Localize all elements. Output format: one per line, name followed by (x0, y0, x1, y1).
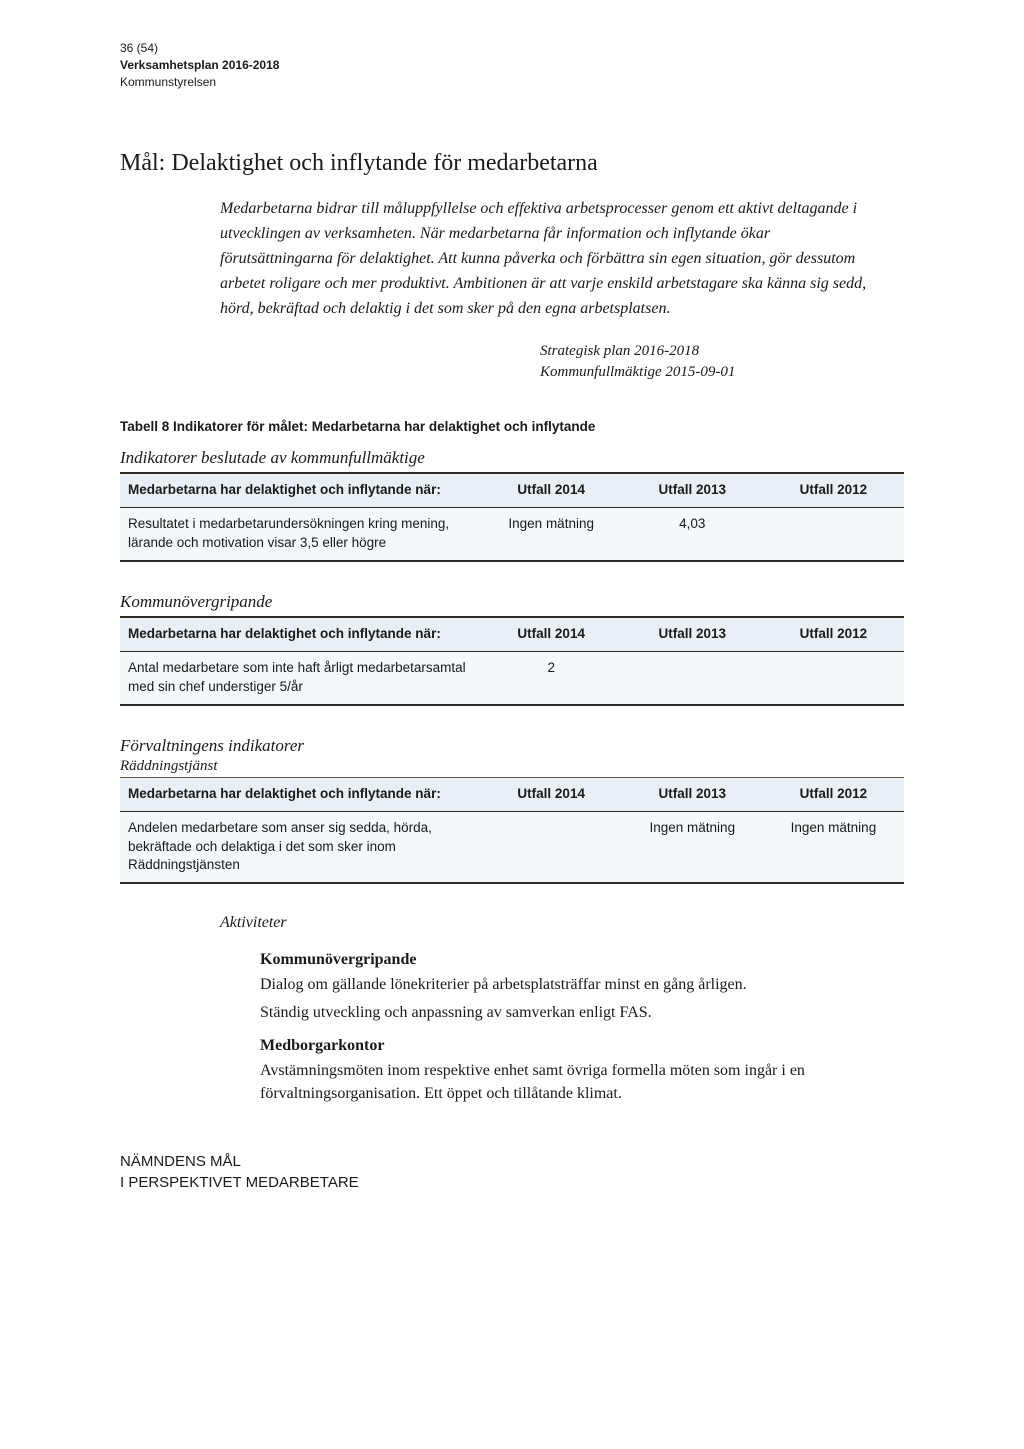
table-header-row: Medarbetarna har delaktighet och inflyta… (120, 618, 904, 651)
footer-line2: I PERSPEKTIVET MEDARBETARE (120, 1172, 904, 1193)
col-indicator: Medarbetarna har delaktighet och inflyta… (120, 778, 481, 811)
footer-line1: NÄMNDENS MÅL (120, 1151, 904, 1172)
table-row: Andelen medarbetare som anser sig sedda,… (120, 811, 904, 882)
plan-reference: Strategisk plan 2016-2018 Kommunfullmäkt… (540, 341, 904, 383)
cell-2013: Ingen mätning (622, 811, 763, 882)
col-2012: Utfall 2012 (763, 618, 904, 651)
cell-2014: 2 (481, 651, 622, 703)
col-2014: Utfall 2014 (481, 618, 622, 651)
col-2014: Utfall 2014 (481, 474, 622, 507)
akt-komm-p1: Dialog om gällande lönekriterier på arbe… (260, 973, 844, 996)
table-fi: Medarbetarna har delaktighet och inflyta… (120, 778, 904, 885)
col-2013: Utfall 2013 (622, 778, 763, 811)
section-fi-heading: Förvaltningens indikatorer (120, 736, 904, 756)
cell-indicator: Antal medarbetare som inte haft årligt m… (120, 651, 481, 703)
section-fi-sub: Räddningstjänst (120, 758, 904, 778)
plan-ref-line1: Strategisk plan 2016-2018 (540, 341, 904, 362)
section-kf-heading: Indikatorer beslutade av kommunfullmäkti… (120, 448, 904, 468)
col-indicator: Medarbetarna har delaktighet och inflyta… (120, 474, 481, 507)
cell-2012: Ingen mätning (763, 811, 904, 882)
cell-2013: 4,03 (622, 508, 763, 560)
table-kf: Medarbetarna har delaktighet och inflyta… (120, 472, 904, 562)
cell-2013 (622, 651, 763, 703)
doc-title: Verksamhetsplan 2016-2018 (120, 57, 904, 74)
cell-2012 (763, 651, 904, 703)
page-number: 36 (54) (120, 40, 904, 57)
org-name: Kommunstyrelsen (120, 74, 904, 91)
plan-ref-line2: Kommunfullmäktige 2015-09-01 (540, 362, 904, 383)
col-2012: Utfall 2012 (763, 474, 904, 507)
table-row: Antal medarbetare som inte haft årligt m… (120, 651, 904, 703)
akt-medb-heading: Medborgarkontor (260, 1034, 844, 1057)
aktiviteter-heading: Aktiviteter (220, 914, 904, 932)
table-row: Resultatet i medarbetarundersökningen kr… (120, 508, 904, 560)
page-header: 36 (54) Verksamhetsplan 2016-2018 Kommun… (120, 40, 904, 90)
akt-komm-heading: Kommunövergripande (260, 948, 844, 971)
col-2013: Utfall 2013 (622, 474, 763, 507)
footer-heading: NÄMNDENS MÅL I PERSPEKTIVET MEDARBETARE (120, 1151, 904, 1193)
cell-2014 (481, 811, 622, 882)
col-indicator: Medarbetarna har delaktighet och inflyta… (120, 618, 481, 651)
akt-komm-p2: Ständig utveckling och anpassning av sam… (260, 1001, 844, 1024)
table-header-row: Medarbetarna har delaktighet och inflyta… (120, 474, 904, 507)
cell-2012 (763, 508, 904, 560)
intro-paragraph: Medarbetarna bidrar till måluppfyllelse … (220, 197, 874, 321)
col-2012: Utfall 2012 (763, 778, 904, 811)
aktiviteter-block: Kommunövergripande Dialog om gällande lö… (260, 948, 844, 1105)
table-caption: Tabell 8 Indikatorer för målet: Medarbet… (120, 419, 904, 434)
col-2013: Utfall 2013 (622, 618, 763, 651)
cell-indicator: Andelen medarbetare som anser sig sedda,… (120, 811, 481, 882)
col-2014: Utfall 2014 (481, 778, 622, 811)
table-ko: Medarbetarna har delaktighet och inflyta… (120, 616, 904, 706)
section-ko-heading: Kommunövergripande (120, 592, 904, 612)
goal-title: Mål: Delaktighet och inflytande för meda… (120, 150, 904, 177)
table-header-row: Medarbetarna har delaktighet och inflyta… (120, 778, 904, 811)
cell-2014: Ingen mätning (481, 508, 622, 560)
akt-medb-p1: Avstämningsmöten inom respektive enhet s… (260, 1059, 844, 1105)
cell-indicator: Resultatet i medarbetarundersökningen kr… (120, 508, 481, 560)
